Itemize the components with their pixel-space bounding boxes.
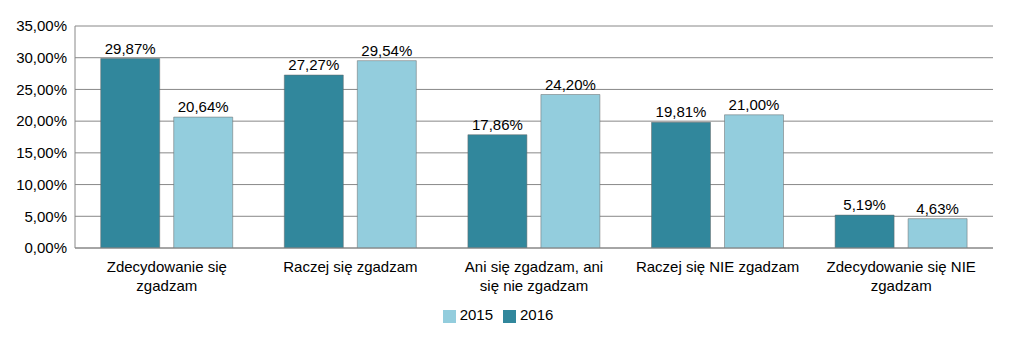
- svg-text:Ani się zgadzam, anisię nie zg: Ani się zgadzam, anisię nie zgadzam: [465, 258, 603, 294]
- svg-text:25,00%: 25,00%: [16, 81, 67, 98]
- svg-text:27,27%: 27,27%: [288, 56, 339, 73]
- html-text:2015: 2015: [459, 306, 493, 323]
- svg-text:20,64%: 20,64%: [178, 98, 229, 115]
- svg-text:19,81%: 19,81%: [656, 103, 707, 120]
- svg-text:15,00%: 15,00%: [16, 144, 67, 161]
- svg-text:29,54%: 29,54%: [361, 42, 412, 59]
- svg-text:0,00%: 0,00%: [24, 239, 67, 256]
- svg-text:5,00%: 5,00%: [24, 208, 67, 225]
- svg-text:21,00%: 21,00%: [729, 96, 780, 113]
- svg-text:30,00%: 30,00%: [16, 49, 67, 66]
- svg-text:24,20%: 24,20%: [545, 76, 596, 93]
- svg-text:20,00%: 20,00%: [16, 112, 67, 129]
- svg-text:17,86%: 17,86%: [472, 116, 523, 133]
- svg-text:Raczej się NIE zgadzam: Raczej się NIE zgadzam: [636, 258, 799, 275]
- svg-text:10,00%: 10,00%: [16, 176, 67, 193]
- svg-text:5,19%: 5,19%: [843, 196, 886, 213]
- svg-text:35,00%: 35,00%: [16, 17, 67, 34]
- svg-text:Zdecydowanie sięzgadzam: Zdecydowanie sięzgadzam: [107, 258, 227, 294]
- svg-text:29,87%: 29,87%: [105, 40, 156, 57]
- html-text:2016: 2016: [520, 306, 554, 323]
- svg-text:Zdecydowanie się NIEzgadzam: Zdecydowanie się NIEzgadzam: [827, 258, 976, 294]
- svg-text:Raczej się zgadzam: Raczej się zgadzam: [283, 258, 417, 275]
- svg-text:4,63%: 4,63%: [916, 200, 959, 217]
